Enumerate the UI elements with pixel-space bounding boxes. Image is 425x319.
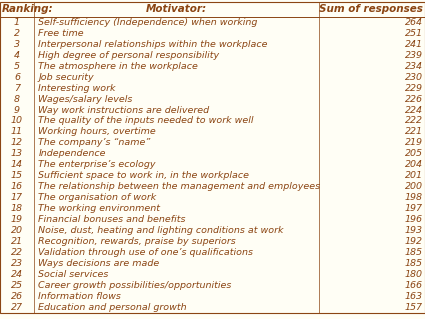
Text: 219: 219 <box>405 138 423 147</box>
Text: 14: 14 <box>11 160 23 169</box>
Text: 3: 3 <box>14 40 20 49</box>
Text: 198: 198 <box>405 193 423 202</box>
Text: 22: 22 <box>11 248 23 257</box>
Text: 23: 23 <box>11 259 23 268</box>
Text: 239: 239 <box>405 51 423 60</box>
Text: 185: 185 <box>405 248 423 257</box>
Text: Self-sufficiency (Independence) when working: Self-sufficiency (Independence) when wor… <box>38 18 258 27</box>
Text: 26: 26 <box>11 292 23 301</box>
Text: 9: 9 <box>14 106 20 115</box>
Text: Interpersonal relationships within the workplace: Interpersonal relationships within the w… <box>38 40 268 49</box>
Text: 24: 24 <box>11 270 23 279</box>
Text: 6: 6 <box>14 73 20 82</box>
Text: 11: 11 <box>11 127 23 137</box>
Text: The organisation of work: The organisation of work <box>38 193 156 202</box>
Text: Recognition, rewards, praise by superiors: Recognition, rewards, praise by superior… <box>38 237 236 246</box>
Text: 21: 21 <box>11 237 23 246</box>
Text: The relationship between the management and employees: The relationship between the management … <box>38 182 320 191</box>
Text: Ways decisions are made: Ways decisions are made <box>38 259 159 268</box>
Text: 192: 192 <box>405 237 423 246</box>
Text: 201: 201 <box>405 171 423 180</box>
Text: The quality of the inputs needed to work well: The quality of the inputs needed to work… <box>38 116 254 125</box>
Text: 18: 18 <box>11 204 23 213</box>
Text: 2: 2 <box>14 29 20 38</box>
Text: Education and personal growth: Education and personal growth <box>38 303 187 312</box>
Text: 25: 25 <box>11 281 23 290</box>
Text: 4: 4 <box>14 51 20 60</box>
Text: 8: 8 <box>14 94 20 104</box>
Text: 15: 15 <box>11 171 23 180</box>
Text: 17: 17 <box>11 193 23 202</box>
Text: 163: 163 <box>405 292 423 301</box>
Text: 20: 20 <box>11 226 23 235</box>
Text: High degree of personal responsibility: High degree of personal responsibility <box>38 51 219 60</box>
Text: 16: 16 <box>11 182 23 191</box>
Text: 251: 251 <box>405 29 423 38</box>
Text: 19: 19 <box>11 215 23 224</box>
Text: The enterprise’s ecology: The enterprise’s ecology <box>38 160 156 169</box>
Text: 221: 221 <box>405 127 423 137</box>
Text: The company’s “name”: The company’s “name” <box>38 138 150 147</box>
Text: Way work instructions are delivered: Way work instructions are delivered <box>38 106 210 115</box>
Text: 241: 241 <box>405 40 423 49</box>
Text: 196: 196 <box>405 215 423 224</box>
Text: Validation through use of one’s qualifications: Validation through use of one’s qualific… <box>38 248 253 257</box>
Text: The working environment: The working environment <box>38 204 160 213</box>
Text: 166: 166 <box>405 281 423 290</box>
Text: Information flows: Information flows <box>38 292 121 301</box>
Text: The atmosphere in the workplace: The atmosphere in the workplace <box>38 62 198 71</box>
Text: 230: 230 <box>405 73 423 82</box>
Text: 204: 204 <box>405 160 423 169</box>
Text: Noise, dust, heating and lighting conditions at work: Noise, dust, heating and lighting condit… <box>38 226 284 235</box>
Text: 224: 224 <box>405 106 423 115</box>
Text: 7: 7 <box>14 84 20 93</box>
Text: Interesting work: Interesting work <box>38 84 116 93</box>
Text: 10: 10 <box>11 116 23 125</box>
Text: Working hours, overtime: Working hours, overtime <box>38 127 156 137</box>
Text: 264: 264 <box>405 18 423 27</box>
Text: 157: 157 <box>405 303 423 312</box>
Text: Job security: Job security <box>38 73 94 82</box>
Text: Independence: Independence <box>38 149 106 158</box>
Text: Financial bonuses and benefits: Financial bonuses and benefits <box>38 215 186 224</box>
Text: 1: 1 <box>14 18 20 27</box>
Text: 13: 13 <box>11 149 23 158</box>
Text: 5: 5 <box>14 62 20 71</box>
Text: 234: 234 <box>405 62 423 71</box>
Text: Sum of responses: Sum of responses <box>319 4 423 14</box>
Text: Motivator:: Motivator: <box>146 4 207 14</box>
Text: 200: 200 <box>405 182 423 191</box>
Text: Career growth possibilities/opportunities: Career growth possibilities/opportunitie… <box>38 281 232 290</box>
Text: Free time: Free time <box>38 29 84 38</box>
Text: Ranking:: Ranking: <box>2 4 54 14</box>
Text: Wages/salary levels: Wages/salary levels <box>38 94 133 104</box>
Text: 180: 180 <box>405 270 423 279</box>
Text: 229: 229 <box>405 84 423 93</box>
Text: 205: 205 <box>405 149 423 158</box>
Text: 197: 197 <box>405 204 423 213</box>
Text: 222: 222 <box>405 116 423 125</box>
Text: 12: 12 <box>11 138 23 147</box>
Text: 226: 226 <box>405 94 423 104</box>
Text: Sufficient space to work in, in the workplace: Sufficient space to work in, in the work… <box>38 171 249 180</box>
Text: Social services: Social services <box>38 270 109 279</box>
Text: 185: 185 <box>405 259 423 268</box>
Text: 27: 27 <box>11 303 23 312</box>
Text: 193: 193 <box>405 226 423 235</box>
